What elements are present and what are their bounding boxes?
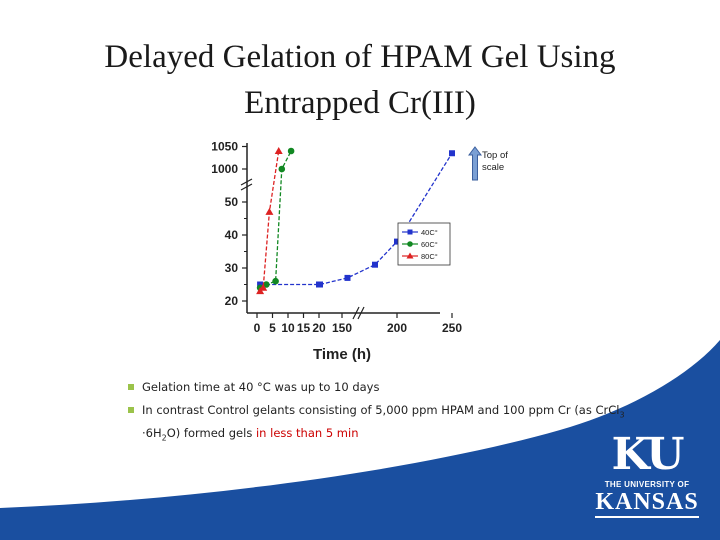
bullet-marker-icon: [128, 407, 134, 413]
bullet-item-1: Gelation time at 40 °C was up to 10 days: [128, 378, 648, 397]
y-tick-label: 50: [225, 195, 239, 209]
y-break-mark: [240, 183, 253, 191]
ku-logo-letters: KU: [611, 429, 684, 480]
series-point-0: [317, 281, 323, 288]
bullet-text-1: Gelation time at 40 °C was up to 10 days: [142, 380, 380, 394]
y-tick-label: 1050: [211, 140, 238, 154]
series-point-2: [265, 207, 274, 215]
series-point-1: [278, 165, 286, 173]
series-point-0: [372, 261, 378, 268]
bullet-text-2b: ·6H: [142, 426, 162, 441]
slide-title: Delayed Gelation of HPAM Gel Using Entra…: [0, 34, 720, 126]
x-axis-title: Time (h): [313, 346, 371, 363]
bullet-marker-icon: [128, 384, 134, 390]
x-tick-label: 15: [297, 321, 311, 335]
series-point-2: [259, 283, 268, 291]
y-tick-label: 20: [225, 294, 239, 308]
bullet-text-2c: O) formed gels: [166, 426, 256, 441]
y-tick-label: 40: [225, 228, 239, 242]
legend-label-2: 80C°: [421, 252, 438, 261]
x-tick-label: 150: [332, 321, 352, 335]
x-tick-label: 5: [269, 321, 276, 335]
y-tick-label: 30: [225, 261, 239, 275]
ku-logo-kansas: KANSAS: [595, 489, 699, 518]
bullet-list: Gelation time at 40 °C was up to 10 days…: [128, 378, 648, 452]
y-break-mark: [240, 178, 253, 186]
bullet-item-2: In contrast Control gelants consisting o…: [128, 401, 648, 448]
y-tick-label: 1000: [211, 162, 238, 176]
series-point-2: [274, 147, 283, 154]
bullet-sub-2: 2: [161, 433, 167, 443]
series-line-2: [259, 150, 280, 292]
ku-logo-university: THE UNIVERSITY OF: [604, 480, 690, 489]
slide-title-line1: Delayed Gelation of HPAM Gel Using: [104, 39, 616, 75]
legend-label-1: 60C°: [421, 240, 438, 249]
series-point-1: [287, 147, 295, 155]
series-point-0: [257, 281, 264, 288]
bullet-sub-3: 3: [619, 410, 625, 420]
x-tick-label: 10: [281, 321, 295, 335]
bullet-text-2a: In contrast Control gelants consisting o…: [142, 403, 620, 417]
x-break-mark: [352, 306, 360, 320]
legend-marker-2: [406, 252, 414, 259]
up-arrow-icon: [468, 146, 482, 181]
bullet-highlight: in less than 5 min: [255, 426, 359, 441]
x-tick-label: 20: [312, 321, 326, 335]
legend-marker-1: [407, 241, 413, 247]
series-point-1: [272, 277, 279, 285]
ku-logo: KU THE UNIVERSITY OF KANSAS: [592, 432, 702, 518]
legend-marker-0: [407, 229, 413, 235]
series-point-1: [263, 281, 270, 288]
series-point-0: [344, 274, 351, 281]
top-of-scale-note: Top of scale: [482, 150, 508, 173]
x-tick-label: 200: [387, 321, 407, 335]
legend-label-0: 40C°: [421, 228, 438, 237]
series-point-0: [449, 150, 455, 157]
x-break-mark: [357, 306, 365, 320]
slide-title-line2: Entrapped Cr(III): [244, 85, 476, 121]
x-tick-label: 0: [254, 321, 261, 335]
x-tick-label: 250: [442, 321, 462, 335]
series-point-0: [394, 238, 400, 245]
